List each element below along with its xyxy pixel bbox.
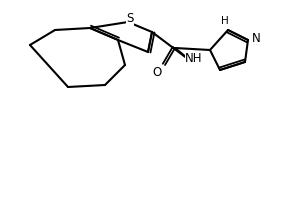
- Text: O: O: [152, 66, 162, 79]
- Text: S: S: [126, 12, 134, 25]
- Text: N: N: [252, 31, 260, 45]
- Text: H: H: [221, 16, 229, 26]
- Text: NH: NH: [185, 52, 203, 66]
